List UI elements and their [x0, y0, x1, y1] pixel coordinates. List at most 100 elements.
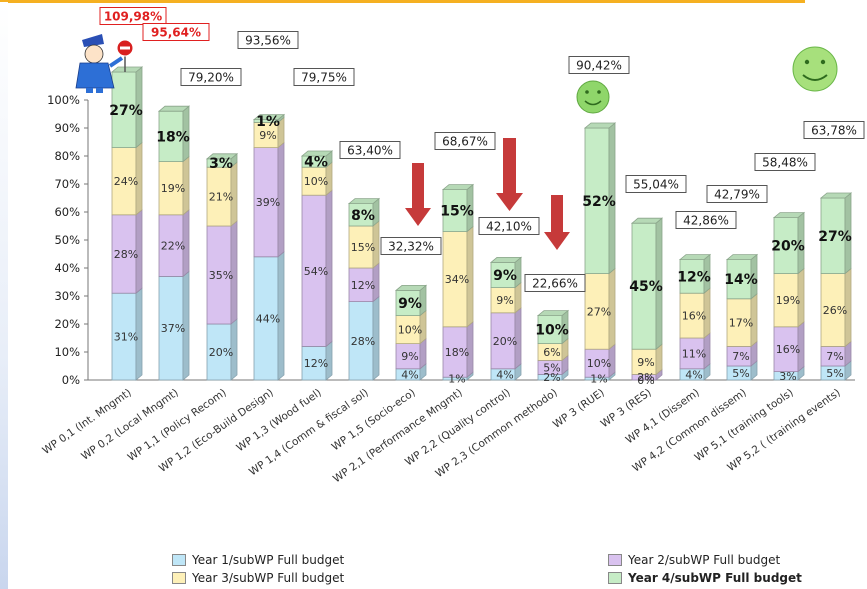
segment-value-label: 14% — [724, 272, 758, 288]
category-label: WP 1,3 (Wood fuel) — [234, 387, 323, 455]
bar-stack: 4% 9% 10% 9% — [394, 284, 428, 381]
segment-value-label: 12% — [677, 269, 711, 285]
y-tick-label: 80% — [54, 149, 80, 163]
segment-value-label: 1% — [448, 373, 465, 386]
y-tick-label: 20% — [54, 317, 80, 331]
total-value: 42,79% — [714, 188, 760, 202]
bar-top-face — [110, 66, 144, 73]
total-value: 58,48% — [762, 156, 808, 170]
segment-value-label: 9% — [493, 268, 517, 284]
segment-value-label: 34% — [445, 273, 469, 286]
bar-segment — [158, 161, 184, 216]
total-box — [706, 185, 768, 203]
segment-value-label: 10% — [535, 323, 569, 339]
y-tick-label: 50% — [54, 233, 80, 247]
segment-value-label: 5% — [826, 367, 843, 380]
bar-segment — [111, 71, 137, 148]
legend-label: Year 3/subWP Full budget — [192, 571, 345, 585]
bar-top-face — [489, 256, 523, 263]
segment-value-label: 10% — [398, 324, 422, 337]
segment-value-label: 5% — [543, 361, 560, 374]
segment-value-label: 20% — [771, 239, 805, 255]
bar-segment — [726, 259, 752, 300]
segment-value-label: 20% — [209, 346, 233, 359]
bar-segment — [206, 323, 232, 381]
segment-value-label: 39% — [256, 196, 280, 209]
legend-label: Year 4/subWP Full budget — [628, 571, 802, 585]
segment-value-label: 6% — [543, 346, 560, 359]
legend-item-year4: Year 4/subWP Full budget — [608, 571, 802, 585]
segment-value-label: 0% — [637, 374, 654, 387]
bar-top-face — [819, 192, 853, 199]
segment-value-label: 21% — [209, 191, 233, 204]
segment-value-label: 31% — [114, 331, 138, 344]
smiley-icon — [576, 80, 610, 114]
total-box — [524, 274, 586, 292]
bar-segment — [631, 348, 657, 375]
total-box — [478, 217, 540, 235]
bar-top-face — [678, 254, 712, 261]
bars: 31% 28% 24% 27% 37% 22% 19% 18% 20% 35% 21% 3% 44% 39… — [109, 66, 853, 387]
bar-segment — [206, 166, 232, 227]
total-box — [180, 68, 242, 86]
segment-value-label: 4% — [401, 368, 418, 381]
segment-value-label: 45% — [629, 279, 663, 295]
segment-value-label: 37% — [161, 322, 185, 335]
bar-top-face — [772, 212, 806, 219]
bar-segment — [253, 256, 279, 381]
segment-value-label: 26% — [823, 304, 847, 317]
bar-segment — [442, 189, 468, 233]
bar-stack: 44% 39% 9%1% — [252, 113, 286, 381]
bar-segment — [631, 222, 657, 350]
segment-value-label: 12% — [351, 279, 375, 292]
bar-segment — [301, 194, 327, 347]
bar-stack: 0%2% 9% 45% — [629, 217, 664, 387]
bar-top-face — [347, 198, 381, 205]
segment-value-label: 2% — [543, 371, 560, 384]
bar-segment — [490, 287, 516, 314]
bar-segment — [253, 147, 279, 258]
total-value: 79,20% — [188, 71, 234, 85]
total-box — [380, 237, 442, 255]
total-value: 32,32% — [388, 240, 434, 254]
bar-top-face — [205, 153, 239, 160]
segment-value-label: 2% — [637, 371, 654, 384]
bar-stack: 3% 16% 19% 20% — [771, 211, 806, 383]
total-box — [625, 175, 687, 193]
legend-swatch — [608, 554, 622, 566]
total-box — [568, 56, 630, 74]
total-label: 22,66% — [524, 274, 586, 292]
total-box — [434, 132, 496, 150]
bar-segment — [679, 259, 705, 294]
total-label: 63,40% — [339, 141, 401, 159]
y-tick-label: 40% — [54, 261, 80, 275]
x-axis-labels: WP 0,1 (Int. Mngmt)WP 0,2 (Local Mngmt)W… — [40, 387, 842, 486]
bar-segment — [584, 348, 610, 378]
bar-segment — [111, 214, 137, 294]
bar-segment — [158, 110, 184, 162]
total-value: 109,98% — [104, 10, 162, 24]
y-tick-label: 10% — [54, 345, 80, 359]
total-box — [675, 211, 737, 229]
segment-value-label: 4% — [304, 155, 328, 171]
total-label: 58,48% — [754, 153, 816, 171]
segment-value-label: 4% — [685, 368, 702, 381]
bar-segment — [206, 225, 232, 325]
segment-value-label: 15% — [440, 204, 474, 220]
bar-segment — [537, 315, 563, 345]
total-label: 42,79% — [706, 185, 768, 203]
bar-segment — [679, 337, 705, 370]
segment-value-label: 35% — [209, 269, 233, 282]
total-value: 63,40% — [347, 144, 393, 158]
bar-stack: 2%5% 6% 10% — [535, 309, 570, 384]
bar-stack: 20% 35% 21% 3% — [205, 152, 239, 381]
segment-value-label: 11% — [682, 347, 706, 360]
decorations — [75, 34, 838, 250]
bar-stack: 37% 22% 19% 18% — [156, 105, 191, 381]
segment-value-label: 27% — [587, 305, 611, 318]
total-value: 63,78% — [811, 124, 857, 138]
total-box — [293, 68, 355, 86]
total-label: 68,67% — [434, 132, 496, 150]
segment-value-label: 1% — [256, 114, 280, 130]
legend-swatch — [608, 572, 622, 584]
